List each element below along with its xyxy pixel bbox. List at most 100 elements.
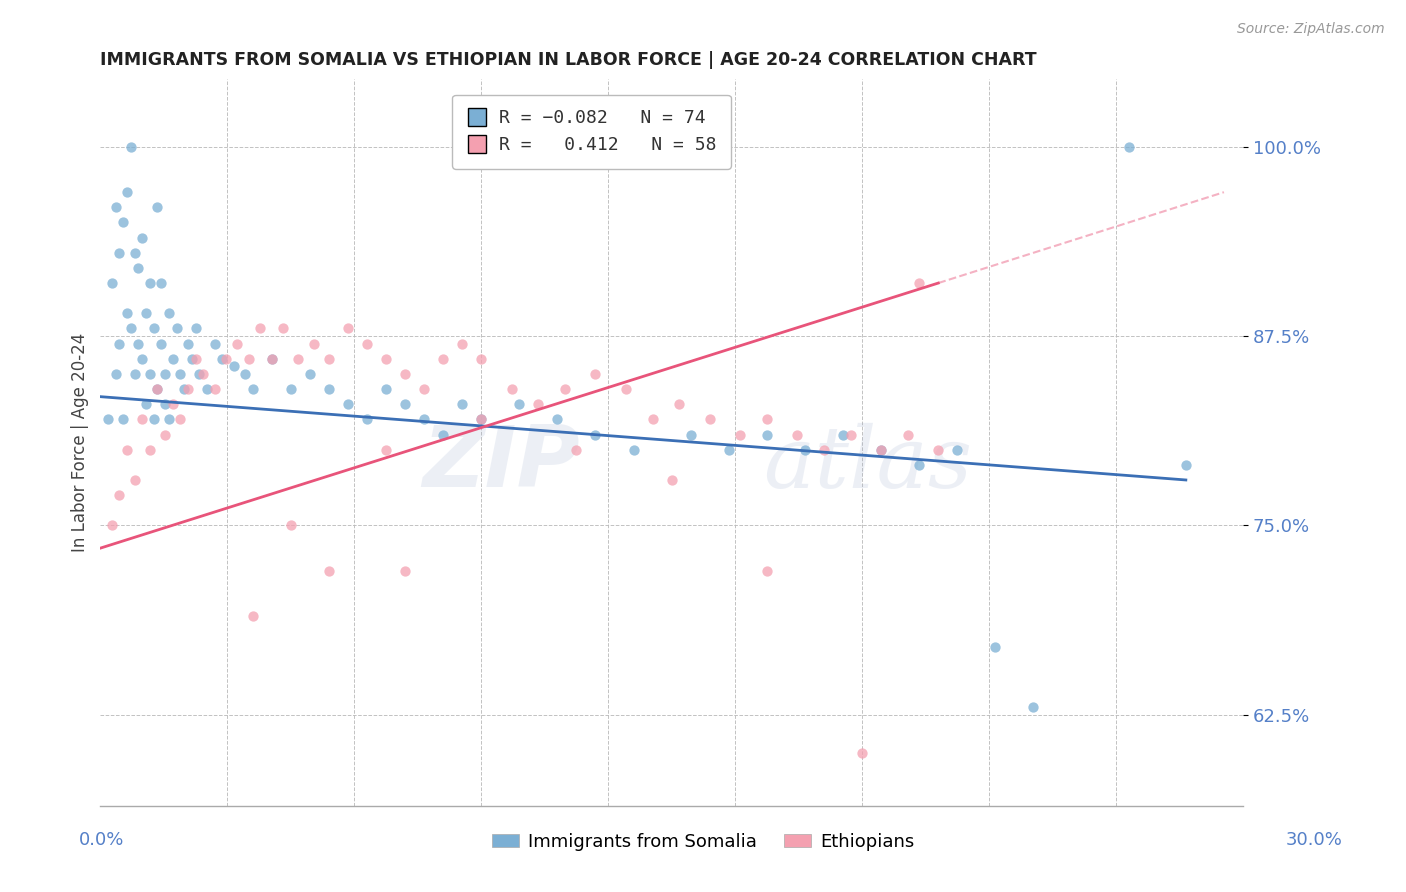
Point xyxy=(120,139,142,153)
Text: 30.0%: 30.0% xyxy=(1286,831,1343,849)
Point xyxy=(318,351,340,366)
Point xyxy=(108,488,131,502)
Point xyxy=(162,351,184,366)
Point xyxy=(142,412,165,426)
Point xyxy=(184,351,207,366)
Point xyxy=(546,412,568,426)
Point xyxy=(717,442,740,457)
Point xyxy=(679,427,702,442)
Point xyxy=(585,427,607,442)
Point xyxy=(375,351,398,366)
Point xyxy=(870,442,893,457)
Point xyxy=(585,367,607,381)
Point xyxy=(139,442,162,457)
Legend: Immigrants from Somalia, Ethiopians: Immigrants from Somalia, Ethiopians xyxy=(485,826,921,858)
Point xyxy=(162,397,184,411)
Point xyxy=(318,564,340,578)
Point xyxy=(139,367,162,381)
Point xyxy=(135,306,157,320)
Point xyxy=(287,351,309,366)
Point xyxy=(104,200,127,214)
Point xyxy=(173,382,195,396)
Point xyxy=(501,382,523,396)
Point xyxy=(336,321,359,335)
Text: Source: ZipAtlas.com: Source: ZipAtlas.com xyxy=(1237,22,1385,37)
Point xyxy=(946,442,969,457)
Point xyxy=(1022,700,1045,714)
Point xyxy=(839,427,862,442)
Point xyxy=(661,473,683,487)
Point xyxy=(146,382,169,396)
Point xyxy=(101,276,124,290)
Text: IMMIGRANTS FROM SOMALIA VS ETHIOPIAN IN LABOR FORCE | AGE 20-24 CORRELATION CHAR: IMMIGRANTS FROM SOMALIA VS ETHIOPIAN IN … xyxy=(100,51,1038,69)
Point xyxy=(177,382,200,396)
Point xyxy=(375,442,398,457)
Point xyxy=(153,427,176,442)
Point xyxy=(180,351,202,366)
Point xyxy=(699,412,721,426)
Point xyxy=(169,367,191,381)
Point xyxy=(271,321,294,335)
Point xyxy=(356,412,378,426)
Point xyxy=(375,382,398,396)
Point xyxy=(1174,458,1197,472)
Point xyxy=(470,412,492,426)
Point xyxy=(150,276,173,290)
Point xyxy=(193,367,215,381)
Point xyxy=(131,412,153,426)
Point xyxy=(260,351,283,366)
Text: atlas: atlas xyxy=(763,423,972,505)
Point xyxy=(851,746,873,760)
Point xyxy=(115,306,138,320)
Text: ZIP: ZIP xyxy=(423,423,581,506)
Point xyxy=(565,442,588,457)
Point xyxy=(97,412,120,426)
Point xyxy=(728,427,751,442)
Point xyxy=(908,276,931,290)
Point xyxy=(204,382,226,396)
Point xyxy=(131,351,153,366)
Point xyxy=(215,351,238,366)
Point xyxy=(641,412,664,426)
Point xyxy=(298,367,321,381)
Point xyxy=(394,367,416,381)
Point xyxy=(112,215,135,229)
Point xyxy=(184,321,207,335)
Point xyxy=(115,185,138,199)
Point xyxy=(451,336,474,351)
Point xyxy=(413,412,436,426)
Point xyxy=(832,427,855,442)
Point xyxy=(432,351,454,366)
Point xyxy=(169,412,191,426)
Point xyxy=(157,412,180,426)
Point xyxy=(786,427,808,442)
Point xyxy=(177,336,200,351)
Point xyxy=(614,382,637,396)
Point xyxy=(394,564,416,578)
Point xyxy=(755,427,778,442)
Point xyxy=(226,336,249,351)
Point xyxy=(668,397,690,411)
Point xyxy=(222,359,245,374)
Point xyxy=(755,564,778,578)
Legend: R = −0.082   N = 74, R =   0.412   N = 58: R = −0.082 N = 74, R = 0.412 N = 58 xyxy=(453,95,731,169)
Point xyxy=(336,397,359,411)
Point xyxy=(470,351,492,366)
Point xyxy=(124,473,146,487)
Point xyxy=(242,609,264,624)
Point xyxy=(211,351,233,366)
Point xyxy=(204,336,226,351)
Point xyxy=(470,412,492,426)
Point xyxy=(260,351,283,366)
Point xyxy=(554,382,576,396)
Point xyxy=(124,245,146,260)
Point xyxy=(195,382,218,396)
Point xyxy=(432,427,454,442)
Point xyxy=(142,321,165,335)
Point xyxy=(897,427,920,442)
Point xyxy=(623,442,645,457)
Point xyxy=(166,321,188,335)
Point xyxy=(131,230,153,244)
Point xyxy=(508,397,530,411)
Point xyxy=(813,442,835,457)
